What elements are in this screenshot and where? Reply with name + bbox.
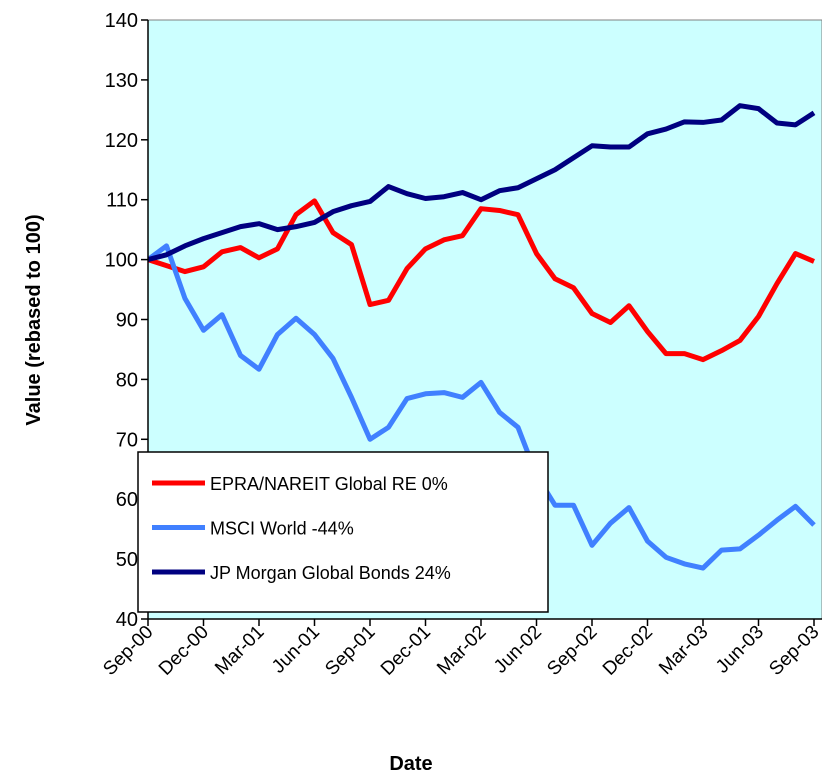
legend: [137, 451, 549, 613]
y-tick-label: 110: [106, 190, 138, 212]
x-tick-label: Mar-02: [433, 622, 490, 679]
y-tick-label: 80: [116, 369, 138, 391]
y-axis-label: Value (rebased to 100): [23, 214, 45, 425]
x-tick-label: Dec-02: [599, 622, 657, 680]
x-tick-label: Jun-01: [268, 622, 324, 678]
y-tick-label: 140: [105, 10, 138, 32]
series-line: [148, 243, 816, 571]
y-tick-label: 50: [116, 549, 138, 571]
x-tick-label: Jun-02: [490, 622, 546, 678]
x-tick-label: Mar-03: [655, 622, 712, 679]
legend-label: EPRA/NAREIT Global RE 0%: [210, 474, 448, 494]
y-tick-label: 120: [105, 130, 138, 152]
y-tick-label: 40: [116, 609, 138, 631]
x-tick-label: Mar-01: [211, 622, 268, 679]
x-tick-label: Dec-00: [155, 622, 213, 680]
series-line: [148, 198, 815, 363]
y-tick-label: 130: [105, 70, 138, 92]
y-tick-label: 60: [116, 489, 138, 511]
y-tick-label: 90: [116, 310, 138, 332]
x-tick-label: Sep-01: [321, 622, 379, 680]
x-axis-label: Date: [389, 753, 432, 775]
x-tick-label: Jun-03: [712, 622, 768, 678]
x-tick-label: Dec-01: [377, 622, 435, 680]
x-tick-label: Sep-02: [543, 622, 601, 680]
legend-label: MSCI World -44%: [210, 519, 354, 539]
legend-label: JP Morgan Global Bonds 24%: [210, 563, 451, 583]
y-tick-label: 70: [116, 429, 138, 451]
series-line: [148, 103, 816, 263]
x-tick-label: Sep-03: [765, 622, 822, 680]
y-tick-label: 100: [105, 250, 138, 272]
